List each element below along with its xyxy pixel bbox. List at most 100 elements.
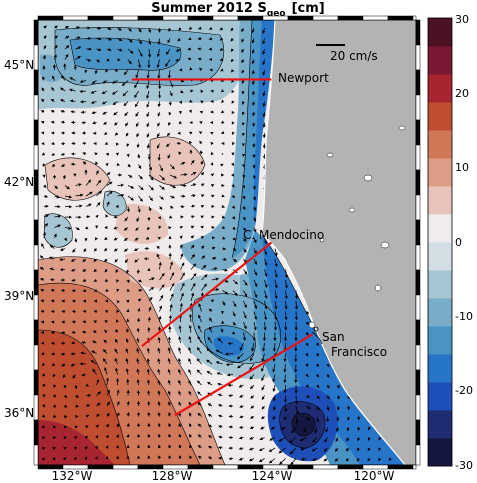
vector-arrow [167,336,172,344]
vector-arrow [305,384,309,388]
vector-arrow [43,35,47,39]
vector-arrow [134,101,139,108]
vector-arrow [242,206,246,211]
vector-arrow [189,455,193,459]
frame-segment [33,294,39,321]
vector-arrow [104,319,109,324]
vector-arrow [232,279,238,285]
vector-arrow [105,445,109,449]
vector-arrow [81,330,87,334]
frame-segment [415,419,421,446]
vector-arrow [199,121,203,125]
vector-arrow [94,69,98,75]
vector-arrow [146,101,150,108]
vector-arrow [178,423,182,428]
vector-arrow [249,363,255,371]
vector-arrow [190,215,195,219]
vector-arrow [180,161,186,165]
vector-arrow [190,282,196,291]
vector-arrow [157,122,161,127]
land-mass [261,19,417,466]
frame-segment [237,15,264,21]
vector-arrow [239,415,244,419]
vector-arrow [259,437,265,441]
vector-arrow [346,437,350,442]
vector-arrow [126,288,130,292]
vector-arrow [278,437,286,442]
vector-arrow [274,269,278,278]
vector-arrow [188,313,193,323]
vector-arrow [249,426,255,430]
frame-segment [415,94,421,121]
vector-arrow [113,111,118,116]
place-marker-sf [311,326,323,345]
vector-arrow [230,48,234,52]
vector-arrow [178,455,182,459]
vector-arrow [169,293,174,302]
vector-arrow [180,262,185,270]
vector-arrow [116,309,120,314]
vector-arrow [41,87,45,92]
vector-arrow [167,401,172,407]
vector-arrow [94,445,98,450]
vector-arrow [367,426,371,431]
vector-arrow [175,58,181,62]
vector-arrow [326,363,330,368]
transect-line-2 [141,241,273,347]
vector-arrow [175,48,181,52]
vector-arrow [126,299,130,303]
vector-arrow [188,324,192,333]
vector-arrow [218,446,223,450]
vector-arrow [148,38,152,46]
vector-arrow [305,310,309,315]
vector-arrow [199,150,203,155]
vector-arrow [137,59,142,69]
map-frame [33,15,421,470]
frame-segment [362,15,389,21]
vector-arrow [148,185,154,191]
vector-arrow [264,237,268,245]
vector-arrow [357,426,361,431]
colorbar [427,17,453,467]
vector-arrow [190,225,195,229]
vector-arrow [289,447,297,455]
vector-arrow [211,246,216,250]
vector-arrow [190,235,195,239]
vector-arrow [250,384,255,390]
colorbar-tick-10: 10 [455,161,469,174]
vector-arrow [249,374,255,380]
frame-segment [33,169,39,196]
vector-arrow [85,58,92,62]
vector-arrow [106,190,113,197]
vector-arrow [242,195,246,200]
vector-arrow [334,458,339,462]
vector-arrow [104,258,108,263]
vector-arrow [64,26,70,29]
vector-arrow [315,374,319,378]
vector-arrow [243,237,247,242]
vector-arrow [157,390,161,396]
vector-arrow [178,151,182,155]
vector-arrow [146,111,150,118]
vector-arrow [74,237,78,243]
vector-arrow [168,27,172,33]
vector-arrow [127,195,134,201]
vector-arrow [206,370,213,375]
vector-arrow [51,352,55,356]
vector-arrow [167,358,171,365]
vector-arrow [315,363,319,368]
vector-arrow [231,183,235,188]
vector-arrow [324,437,328,443]
vector-arrow [201,255,206,260]
vector-arrow [187,57,192,61]
vector-arrow [147,390,151,396]
vector-arrow [43,45,47,50]
vector-arrow [79,79,87,83]
vector-arrow [106,48,112,52]
lon-tick-124: 124°W [252,469,293,483]
vector-arrow [232,247,237,252]
vector-arrow [51,341,55,345]
vector-arrow [250,395,255,399]
vector-arrow [96,402,101,407]
vector-arrow [52,373,56,378]
